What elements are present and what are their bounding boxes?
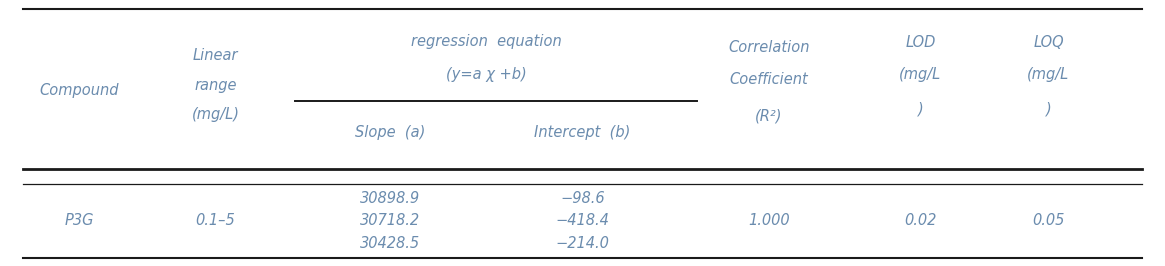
Text: LOD: LOD	[905, 35, 935, 50]
Text: Linear: Linear	[192, 48, 239, 63]
Text: 0.1–5: 0.1–5	[196, 213, 235, 228]
Text: regression  equation: regression equation	[411, 34, 562, 49]
Text: ): )	[918, 102, 923, 117]
Text: Compound: Compound	[40, 83, 119, 98]
Text: Slope  (a): Slope (a)	[355, 126, 425, 140]
Text: −418.4: −418.4	[556, 213, 609, 228]
Text: (y=a χ +b): (y=a χ +b)	[446, 67, 527, 82]
Text: Coefficient: Coefficient	[729, 72, 809, 87]
Text: LOQ: LOQ	[1033, 35, 1064, 50]
Text: 0.02: 0.02	[904, 213, 937, 228]
Text: −214.0: −214.0	[556, 236, 609, 251]
Text: 30898.9: 30898.9	[360, 191, 421, 206]
Text: ): )	[1046, 102, 1051, 117]
Text: 30428.5: 30428.5	[360, 236, 421, 251]
Text: 30718.2: 30718.2	[360, 213, 421, 228]
Text: range: range	[195, 78, 236, 93]
Text: (R²): (R²)	[755, 108, 783, 123]
Text: Correlation: Correlation	[728, 40, 810, 55]
Text: 0.05: 0.05	[1032, 213, 1065, 228]
Text: −98.6: −98.6	[560, 191, 605, 206]
Text: Intercept  (b): Intercept (b)	[535, 126, 630, 140]
Text: (mg/L: (mg/L	[899, 67, 941, 82]
Text: P3G: P3G	[64, 213, 94, 228]
Text: (mg/L): (mg/L)	[191, 107, 240, 122]
Text: 1.000: 1.000	[748, 213, 790, 228]
Text: (mg/L: (mg/L	[1028, 67, 1069, 82]
